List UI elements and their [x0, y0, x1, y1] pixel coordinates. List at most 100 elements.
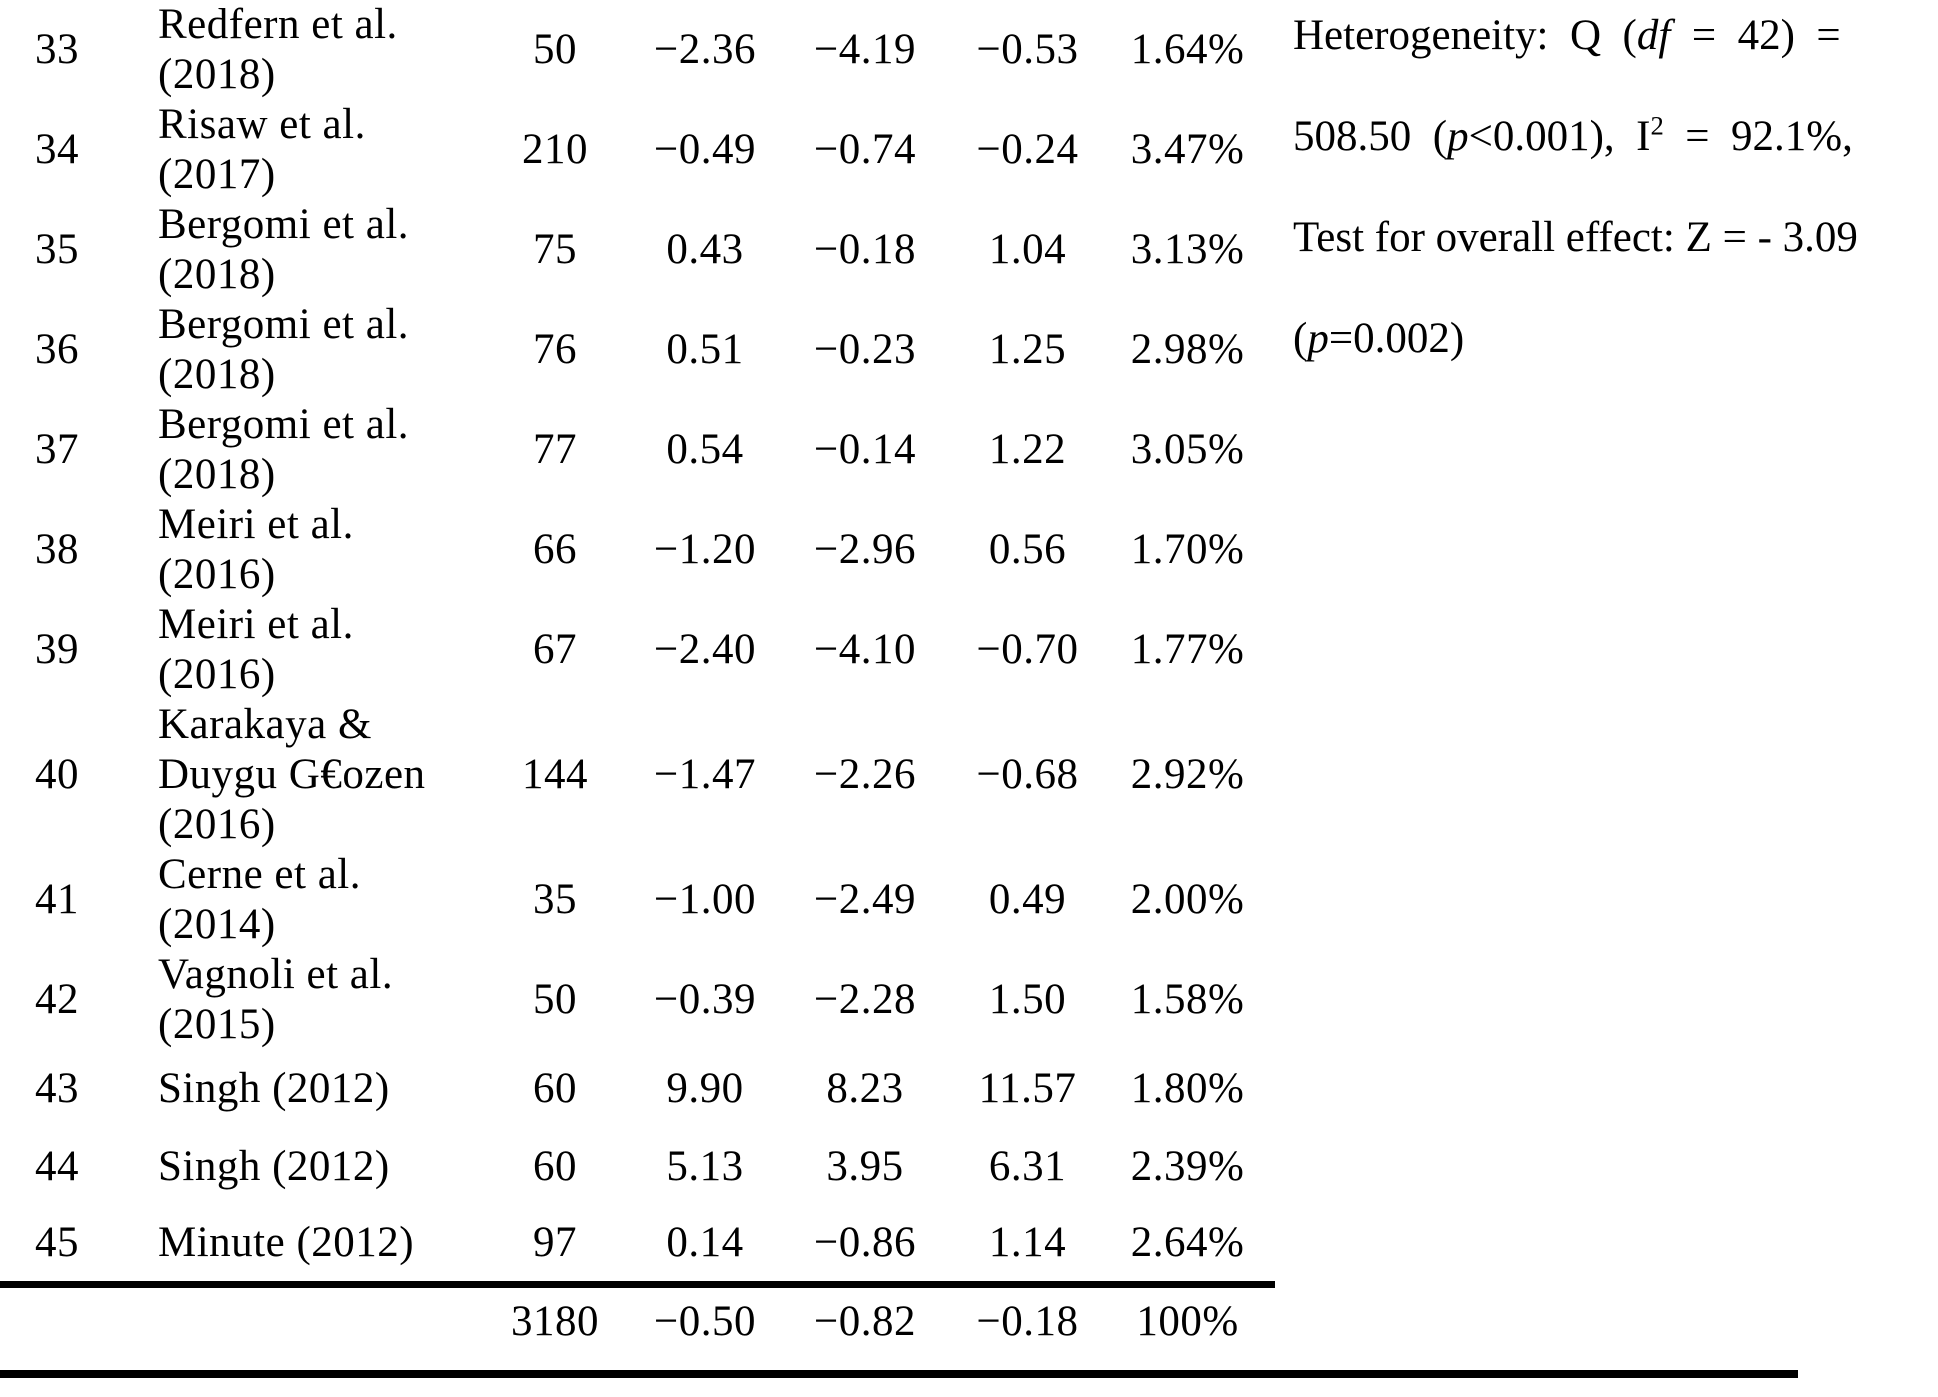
effect-size: 9.90: [666, 1065, 744, 1112]
study-number: 35: [35, 226, 79, 273]
effect-size: 0.43: [666, 226, 744, 273]
sample-size: 50: [533, 976, 577, 1023]
study-name: Cerne et al. (2014): [158, 851, 361, 948]
weight: 2.00%: [1130, 876, 1245, 923]
table-row: 45 Minute (2012) 97 0.14 −0.86 1.14 2.64…: [0, 1206, 1275, 1284]
weight: 2.92%: [1130, 751, 1245, 798]
total-ci-lower: −0.82: [775, 1280, 955, 1357]
meta-analysis-table: 33 Redfern et al. (2018) 50 −2.36 −4.19 …: [0, 0, 1275, 1357]
total-empty-study: [120, 1280, 475, 1357]
ci-upper: 0.49: [988, 876, 1067, 923]
total-row: 3180 −0.50 −0.82 −0.18 100%: [0, 1280, 1275, 1357]
study-name: Bergomi et al. (2018): [158, 401, 410, 498]
study-name: Meiri et al. (2016): [158, 601, 354, 698]
table-bottom-rule: [0, 1370, 1798, 1378]
effect-size: −2.40: [653, 626, 756, 673]
sample-size: 60: [533, 1065, 577, 1112]
ci-lower: −4.10: [813, 626, 916, 673]
effect-size: −2.36: [653, 26, 756, 73]
ci-lower: −2.26: [813, 751, 916, 798]
study-name: Bergomi et al. (2018): [158, 201, 410, 298]
table-row: 34 Risaw et al. (2017) 210 −0.49 −0.74 −…: [0, 100, 1275, 200]
total-empty-no: [0, 1280, 120, 1357]
study-number: 40: [35, 751, 79, 798]
table-row: 35 Bergomi et al. (2018) 75 0.43 −0.18 1…: [0, 200, 1275, 300]
sample-size: 67: [533, 626, 577, 673]
study-name: Singh (2012): [158, 1143, 390, 1190]
study-number: 34: [35, 126, 79, 173]
effect-size: 0.54: [666, 426, 744, 473]
weight: 3.05%: [1130, 426, 1245, 473]
effect-size: −1.47: [653, 751, 756, 798]
study-name: Bergomi et al. (2018): [158, 301, 410, 398]
ci-lower: −2.49: [813, 876, 916, 923]
effect-size: −0.39: [653, 976, 756, 1023]
study-name: Redfern et al. (2018): [158, 1, 398, 98]
ci-lower: −4.19: [813, 26, 916, 73]
table-row: 36 Bergomi et al. (2018) 76 0.51 −0.23 1…: [0, 300, 1275, 400]
ci-lower: −0.14: [813, 426, 916, 473]
study-number: 44: [35, 1143, 79, 1190]
ci-upper: 11.57: [978, 1065, 1077, 1112]
heterogeneity-line-2: 508.50 (p<0.001), I2 = 92.1%,: [1293, 110, 1853, 160]
ci-upper: 6.31: [988, 1143, 1067, 1190]
sample-size: 77: [533, 426, 577, 473]
weight: 1.58%: [1130, 976, 1245, 1023]
study-name: Risaw et al. (2017): [158, 101, 366, 198]
study-number: 43: [35, 1065, 79, 1112]
sample-size: 76: [533, 326, 577, 373]
ci-upper: −0.24: [976, 126, 1079, 173]
ci-lower: −0.86: [813, 1219, 916, 1267]
effect-size: 0.51: [666, 326, 744, 373]
table-row: 44 Singh (2012) 60 5.13 3.95 6.31 2.39%: [0, 1128, 1275, 1206]
total-ci-upper: −0.18: [955, 1280, 1100, 1357]
study-name: Meiri et al. (2016): [158, 501, 354, 598]
i-squared-exponent: 2: [1650, 110, 1664, 141]
study-name: Vagnoli et al. (2015): [158, 951, 394, 1048]
study-number: 42: [35, 976, 79, 1023]
ci-lower: −0.74: [813, 126, 916, 173]
total-sample-size: 3180: [475, 1280, 635, 1357]
ci-upper: −0.68: [976, 751, 1079, 798]
total-weight: 100%: [1100, 1280, 1275, 1357]
study-name: Minute (2012): [158, 1219, 415, 1267]
overall-effect-line: Test for overall effect: Z = - 3.09: [1293, 214, 1858, 261]
weight: 1.77%: [1130, 626, 1245, 673]
weight: 1.80%: [1130, 1065, 1245, 1112]
study-number: 41: [35, 876, 79, 923]
effect-size: −1.00: [653, 876, 756, 923]
weight: 2.64%: [1130, 1219, 1245, 1267]
table-row: 43 Singh (2012) 60 9.90 8.23 11.57 1.80%: [0, 1050, 1275, 1128]
ci-lower: −2.28: [813, 976, 916, 1023]
weight: 1.70%: [1130, 526, 1245, 573]
effect-size: 5.13: [666, 1143, 744, 1190]
ci-upper: 0.56: [988, 526, 1067, 573]
effect-size: −1.20: [653, 526, 756, 573]
ci-upper: 1.25: [988, 326, 1067, 373]
ci-upper: 1.22: [988, 426, 1067, 473]
sample-size: 97: [533, 1219, 577, 1267]
weight: 2.39%: [1130, 1143, 1245, 1190]
study-number: 33: [35, 26, 79, 73]
ci-lower: −2.96: [813, 526, 916, 573]
p-symbol: p: [1447, 113, 1469, 160]
table-row: 40 Karakaya & Duygu G€ozen (2016) 144 −1…: [0, 700, 1275, 850]
ci-upper: −0.70: [976, 626, 1079, 673]
sample-size: 66: [533, 526, 577, 573]
sample-size: 144: [522, 751, 588, 798]
ci-upper: 1.50: [988, 976, 1067, 1023]
sample-size: 210: [522, 126, 588, 173]
effect-size: −0.49: [653, 126, 756, 173]
study-number: 37: [35, 426, 79, 473]
sample-size: 35: [533, 876, 577, 923]
table-row: 33 Redfern et al. (2018) 50 −2.36 −4.19 …: [0, 0, 1275, 100]
study-number: 38: [35, 526, 79, 573]
ci-lower: 3.95: [826, 1143, 904, 1190]
p-symbol: p: [1307, 315, 1329, 362]
ci-lower: 8.23: [826, 1065, 904, 1112]
table-row: 37 Bergomi et al. (2018) 77 0.54 −0.14 1…: [0, 400, 1275, 500]
weight: 3.13%: [1130, 226, 1245, 273]
df-symbol: df: [1636, 12, 1671, 59]
sample-size: 75: [533, 226, 577, 273]
